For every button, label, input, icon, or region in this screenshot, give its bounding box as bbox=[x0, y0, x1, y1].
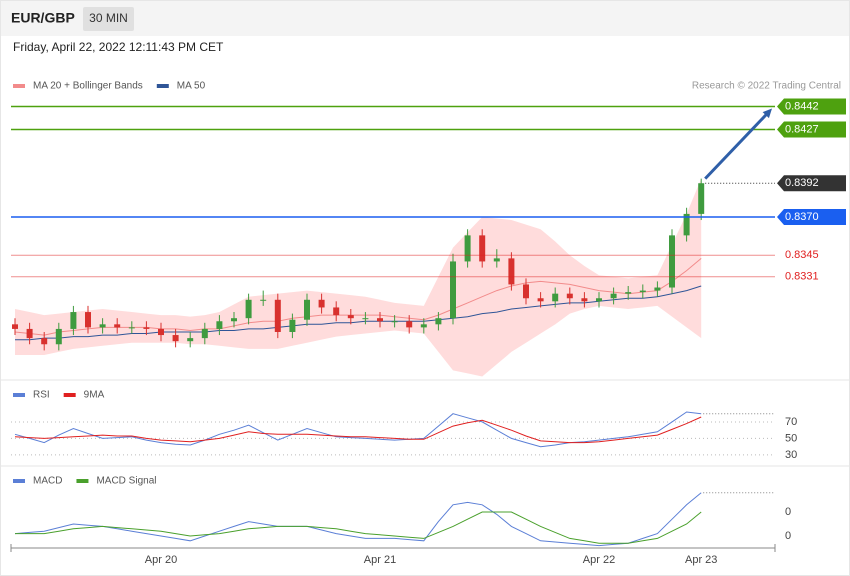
level-tag bbox=[777, 208, 846, 225]
candle-body bbox=[304, 299, 310, 320]
timeframe-box[interactable] bbox=[83, 7, 134, 31]
candle-body bbox=[55, 328, 62, 345]
candle-body bbox=[464, 235, 471, 262]
indicator-line bbox=[14, 416, 702, 444]
legend-swatch bbox=[13, 84, 25, 88]
x-tick-label: Apr 22 bbox=[583, 554, 615, 566]
legend-label: MA 50 bbox=[177, 81, 206, 92]
candle-body bbox=[99, 324, 106, 328]
y-tick-label: 0 bbox=[785, 506, 791, 518]
candle-body bbox=[289, 319, 296, 332]
candle-body bbox=[201, 328, 208, 339]
indicator-line bbox=[14, 492, 702, 547]
candle-body bbox=[552, 293, 559, 302]
candle-body bbox=[596, 298, 602, 302]
legend-swatch bbox=[63, 393, 76, 397]
symbol: EUR/GBP bbox=[11, 10, 75, 26]
level-tag bbox=[777, 121, 846, 138]
candle-body bbox=[143, 327, 150, 329]
candle-body bbox=[420, 324, 427, 328]
y-tick-label: 30 bbox=[785, 449, 797, 461]
x-tick-label: Apr 20 bbox=[145, 554, 177, 566]
legend-label: MACD Signal bbox=[96, 476, 156, 487]
candle-body bbox=[362, 318, 369, 320]
candle-body bbox=[318, 299, 325, 308]
candle-body bbox=[669, 235, 675, 288]
candle-body bbox=[683, 213, 690, 236]
candle-body bbox=[85, 312, 91, 328]
candle-body bbox=[566, 293, 573, 299]
candle-body bbox=[172, 335, 179, 342]
candle-body bbox=[523, 284, 529, 299]
candle-body bbox=[26, 328, 33, 339]
indicator-line bbox=[15, 511, 702, 544]
bollinger-band bbox=[15, 178, 702, 377]
candle-body bbox=[347, 315, 354, 319]
legend-label: RSI bbox=[33, 390, 50, 401]
candle-body bbox=[41, 338, 48, 345]
candle-body bbox=[70, 312, 77, 329]
candle-body bbox=[231, 318, 237, 322]
legend-swatch bbox=[13, 393, 25, 397]
level-label: 0.8427 bbox=[785, 123, 819, 135]
y-tick-label: 0 bbox=[785, 530, 791, 542]
candle-body bbox=[260, 299, 267, 301]
candle-body bbox=[128, 327, 135, 329]
candle-body bbox=[158, 328, 164, 336]
level-label: 0.8442 bbox=[785, 100, 819, 112]
candle-body bbox=[610, 293, 617, 299]
x-tick-label: Apr 21 bbox=[364, 554, 396, 566]
legend-label: MACD bbox=[33, 476, 62, 487]
candle-body bbox=[114, 324, 121, 328]
level-label: 0.8392 bbox=[785, 177, 819, 189]
level-label: 0.8370 bbox=[785, 211, 819, 223]
legend-swatch bbox=[13, 479, 25, 483]
candle-body bbox=[493, 258, 500, 262]
candle-body bbox=[581, 298, 588, 302]
timeframe[interactable]: 30 MIN bbox=[89, 11, 128, 25]
legend-swatch bbox=[156, 84, 169, 88]
level-label: 0.8345 bbox=[785, 249, 819, 261]
candle-body bbox=[435, 318, 442, 325]
ma50-line bbox=[15, 285, 702, 341]
header-bar bbox=[1, 1, 849, 36]
date: Friday, April 22, 2022 12:11:43 PM CET bbox=[13, 40, 224, 54]
candle-body bbox=[698, 183, 705, 214]
candle-body bbox=[654, 287, 661, 291]
candle-body bbox=[187, 338, 194, 342]
level-tag bbox=[777, 98, 846, 115]
indicator-line bbox=[14, 411, 702, 448]
legend-swatch bbox=[76, 479, 89, 483]
candle-body bbox=[391, 321, 398, 323]
candle-body bbox=[508, 258, 515, 285]
candle-body bbox=[406, 321, 413, 328]
candle-body bbox=[377, 318, 383, 322]
target-arrow bbox=[704, 111, 769, 180]
y-tick-label: 50 bbox=[785, 432, 797, 444]
candle-body bbox=[274, 299, 281, 332]
candle-body bbox=[639, 290, 646, 293]
candle-body bbox=[479, 235, 486, 262]
level-tag bbox=[777, 175, 846, 192]
y-tick-label: 70 bbox=[785, 416, 797, 428]
candle-body bbox=[12, 324, 18, 329]
target-arrow-head bbox=[762, 108, 772, 119]
candle-body bbox=[625, 292, 632, 294]
level-label: 0.8331 bbox=[785, 271, 819, 283]
candle-body bbox=[537, 298, 544, 302]
credit: Research © 2022 Trading Central bbox=[692, 81, 841, 92]
legend-label: MA 20 + Bollinger Bands bbox=[33, 81, 143, 92]
candle-body bbox=[245, 299, 252, 319]
candle-body bbox=[216, 321, 223, 329]
candle-body bbox=[333, 307, 340, 316]
x-tick-label: Apr 23 bbox=[685, 554, 717, 566]
legend-label: 9MA bbox=[84, 390, 105, 401]
candle-body bbox=[450, 261, 456, 319]
